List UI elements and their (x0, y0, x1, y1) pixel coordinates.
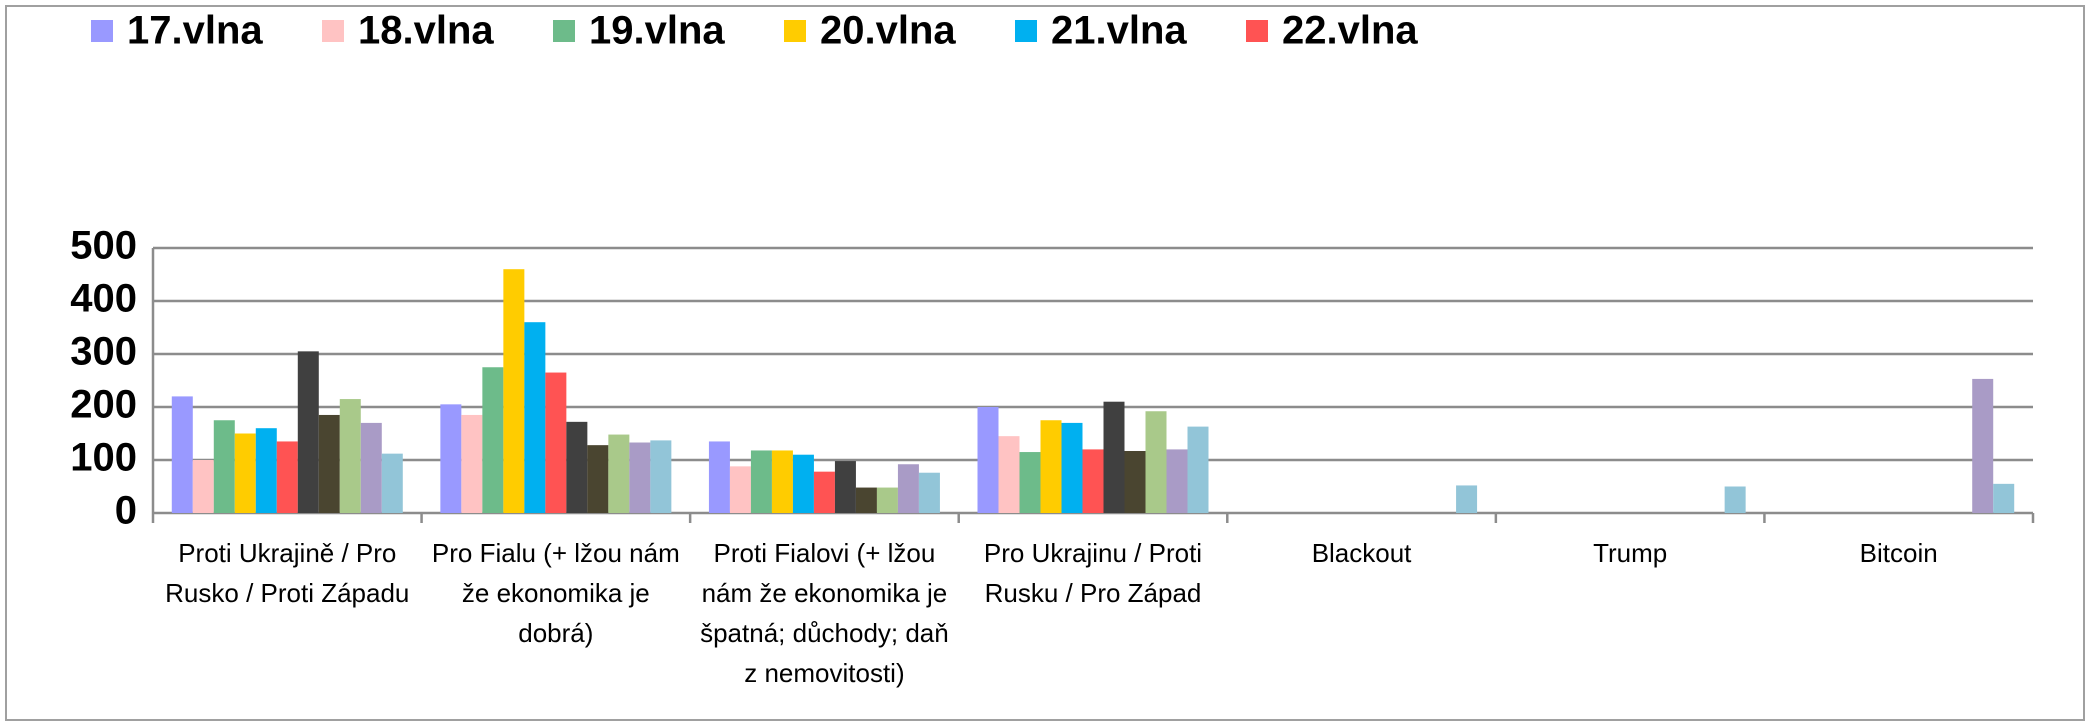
chart-frame (5, 5, 2085, 721)
bar (318, 414, 340, 513)
y-tick-label: 400 (70, 277, 137, 321)
bar (855, 487, 877, 513)
bar (1972, 378, 1994, 513)
bar (750, 450, 772, 513)
bar (1456, 485, 1478, 513)
bar (1124, 450, 1146, 513)
bar (608, 434, 630, 513)
bar (461, 414, 483, 513)
bar (1061, 422, 1083, 513)
legend-swatch (1015, 20, 1037, 42)
bar (1166, 449, 1188, 513)
legend-swatch (784, 20, 806, 42)
bar (1724, 486, 1746, 513)
x-tick-label: Pro Ukrajinu / Proti Rusku / Pro Západ (983, 538, 1203, 608)
legend-label: 20.vlna (820, 9, 956, 53)
legend-label: 21.vlna (1051, 9, 1187, 53)
y-tick-label: 300 (70, 330, 137, 374)
legend-label: 19.vlna (589, 9, 725, 53)
bar (1187, 426, 1209, 513)
y-tick-label: 100 (70, 436, 137, 480)
bar (482, 367, 504, 513)
bar (381, 453, 403, 513)
bar (1145, 411, 1167, 513)
bar (629, 442, 651, 513)
bar (255, 428, 277, 513)
y-tick-label: 0 (115, 489, 137, 533)
bar (1040, 420, 1062, 513)
x-tick-label: Trump (1593, 538, 1668, 568)
bar (440, 404, 462, 513)
bar (650, 440, 672, 513)
bar (587, 445, 609, 513)
x-tick-label: Proti Ukrajině / Pro Rusko / Proti Západ… (165, 538, 410, 608)
bar (998, 436, 1020, 513)
bar (1082, 449, 1104, 513)
bar (360, 422, 382, 513)
bar (234, 433, 256, 513)
bar (171, 396, 193, 513)
bar (708, 441, 730, 513)
y-tick-label: 500 (70, 224, 137, 268)
x-tick-label: Blackout (1311, 538, 1412, 568)
legend-label: 17.vlna (127, 9, 263, 53)
legend-label: 18.vlna (358, 9, 494, 53)
bar (1993, 483, 2015, 513)
legend-label: 22.vlna (1282, 9, 1418, 53)
bar (834, 461, 856, 513)
bar (276, 441, 298, 513)
bar (545, 372, 567, 513)
bar (503, 269, 525, 513)
legend-swatch (322, 20, 344, 42)
bar (897, 464, 919, 513)
x-tick-label: Bitcoin (1859, 538, 1938, 568)
bar (771, 450, 793, 513)
legend-swatch (553, 20, 575, 42)
bar (192, 460, 214, 513)
legend-swatch (1246, 20, 1268, 42)
bar (213, 420, 235, 513)
bar (524, 322, 546, 513)
bar (977, 407, 999, 513)
x-tick-label: Proti Fialovi (+ lžou nám že ekonomika j… (700, 538, 949, 688)
x-tick-label: Pro Fialu (+ lžou nám že ekonomika je do… (431, 538, 680, 648)
legend-swatch (91, 20, 113, 42)
bar (918, 472, 940, 513)
bar (339, 399, 361, 513)
bar (876, 487, 898, 513)
y-tick-label: 200 (70, 383, 137, 427)
bar (1103, 401, 1125, 513)
bar (1019, 452, 1041, 513)
bar (792, 454, 814, 513)
bar (566, 421, 588, 513)
bar (813, 471, 835, 513)
bar (729, 466, 751, 513)
bar (297, 351, 319, 513)
